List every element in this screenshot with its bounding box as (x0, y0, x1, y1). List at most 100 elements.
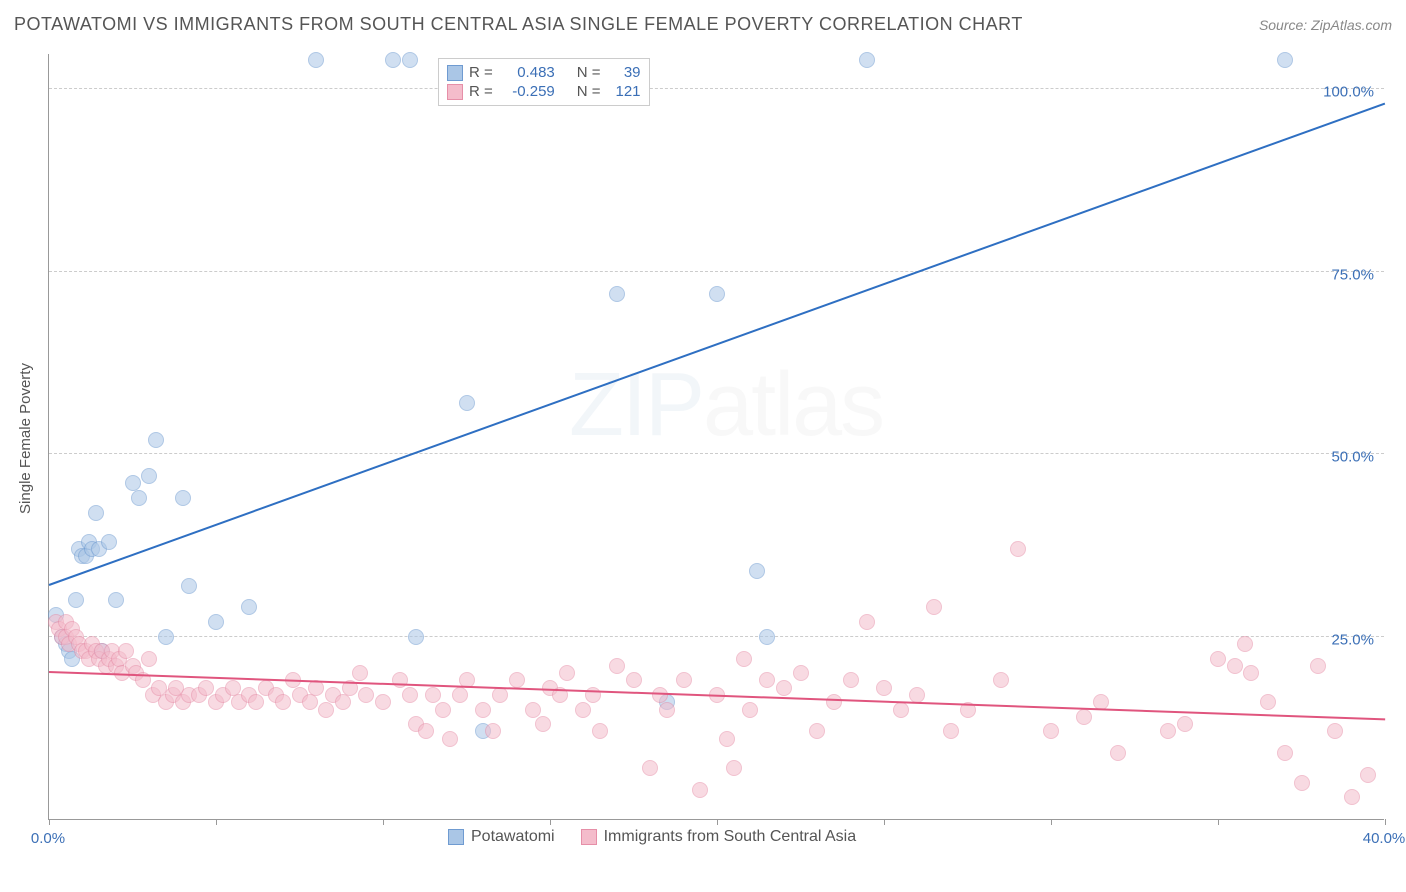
data-point (148, 432, 164, 448)
data-point (1177, 716, 1193, 732)
data-point (742, 702, 758, 718)
data-point (719, 731, 735, 747)
x-tick (216, 819, 217, 825)
data-point (843, 672, 859, 688)
chart-title: POTAWATOMI VS IMMIGRANTS FROM SOUTH CENT… (14, 14, 1023, 35)
data-point (158, 629, 174, 645)
x-tick-label: 0.0% (31, 830, 65, 847)
legend-r-label: R = (469, 64, 493, 81)
grid-line (49, 88, 1384, 89)
legend-swatch (448, 829, 464, 845)
data-point (609, 286, 625, 302)
data-point (575, 702, 591, 718)
data-point (759, 672, 775, 688)
grid-line (49, 453, 1384, 454)
x-tick-label: 40.0% (1363, 830, 1406, 847)
x-tick (717, 819, 718, 825)
source-label: Source: ZipAtlas.com (1259, 17, 1392, 33)
data-point (101, 534, 117, 550)
x-tick (49, 819, 50, 825)
data-point (759, 629, 775, 645)
data-point (859, 614, 875, 630)
data-point (208, 614, 224, 630)
data-point (859, 52, 875, 68)
data-point (225, 680, 241, 696)
data-point (141, 468, 157, 484)
data-point (442, 731, 458, 747)
legend-n-label: N = (577, 83, 601, 100)
y-axis-label: Single Female Poverty (17, 363, 34, 514)
legend-row: R =-0.259N =121 (447, 82, 641, 101)
data-point (198, 680, 214, 696)
legend-label: Potawatomi (471, 828, 555, 846)
data-point (749, 563, 765, 579)
data-point (876, 680, 892, 696)
data-point (592, 723, 608, 739)
data-point (659, 702, 675, 718)
data-point (509, 672, 525, 688)
y-tick-label: 100.0% (1323, 84, 1374, 101)
data-point (993, 672, 1009, 688)
data-point (559, 665, 575, 681)
data-point (726, 760, 742, 776)
data-point (459, 395, 475, 411)
data-point (302, 694, 318, 710)
data-point (1327, 723, 1343, 739)
data-point (175, 490, 191, 506)
data-point (335, 694, 351, 710)
legend-n-value: 39 (607, 64, 641, 81)
legend-label: Immigrants from South Central Asia (604, 828, 857, 846)
data-point (652, 687, 668, 703)
data-point (709, 286, 725, 302)
legend-n-label: N = (577, 64, 601, 81)
grid-line (49, 271, 1384, 272)
data-point (435, 702, 451, 718)
x-tick (1218, 819, 1219, 825)
data-point (181, 578, 197, 594)
data-point (1277, 52, 1293, 68)
data-point (525, 702, 541, 718)
data-point (358, 687, 374, 703)
data-point (408, 629, 424, 645)
data-point (352, 665, 368, 681)
data-point (893, 702, 909, 718)
data-point (1210, 651, 1226, 667)
data-point (402, 687, 418, 703)
data-point (141, 651, 157, 667)
data-point (926, 599, 942, 615)
data-point (809, 723, 825, 739)
legend-r-value: -0.259 (499, 83, 555, 100)
legend-swatch (581, 829, 597, 845)
y-tick-label: 25.0% (1331, 631, 1374, 648)
data-point (425, 687, 441, 703)
data-point (402, 52, 418, 68)
data-point (1310, 658, 1326, 674)
data-point (535, 716, 551, 732)
x-tick (1385, 819, 1386, 825)
data-point (1260, 694, 1276, 710)
x-tick (550, 819, 551, 825)
correlation-legend: R =0.483N =39R =-0.259N =121 (438, 58, 650, 106)
data-point (826, 694, 842, 710)
data-point (118, 643, 134, 659)
data-point (131, 490, 147, 506)
x-tick (884, 819, 885, 825)
legend-item: Immigrants from South Central Asia (581, 828, 857, 846)
data-point (1294, 775, 1310, 791)
data-point (88, 505, 104, 521)
data-point (385, 52, 401, 68)
data-point (485, 723, 501, 739)
data-point (1344, 789, 1360, 805)
data-point (248, 694, 264, 710)
data-point (108, 592, 124, 608)
plot-area: ZIPatlas 25.0%50.0%75.0%100.0% (48, 54, 1384, 820)
data-point (1110, 745, 1126, 761)
data-point (1360, 767, 1376, 783)
data-point (1160, 723, 1176, 739)
data-point (392, 672, 408, 688)
grid-line (49, 636, 1384, 637)
watermark: ZIPatlas (569, 354, 883, 457)
data-point (692, 782, 708, 798)
legend-swatch (447, 65, 463, 81)
data-point (375, 694, 391, 710)
